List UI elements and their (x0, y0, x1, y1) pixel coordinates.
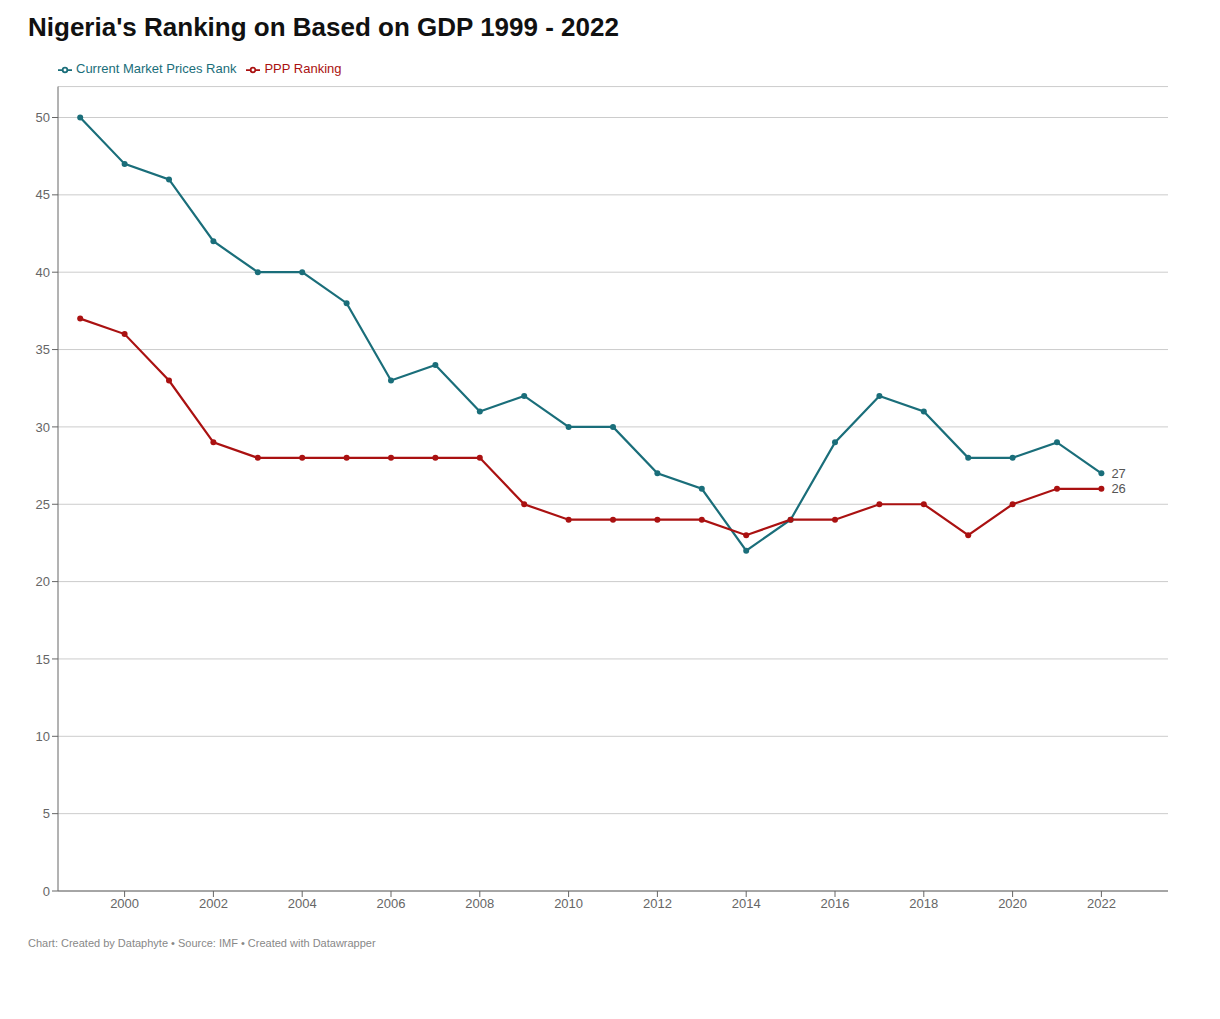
svg-text:2010: 2010 (554, 896, 583, 911)
svg-text:2014: 2014 (732, 896, 761, 911)
svg-text:2000: 2000 (110, 896, 139, 911)
svg-text:50: 50 (36, 110, 50, 125)
svg-text:30: 30 (36, 420, 50, 435)
svg-text:10: 10 (36, 729, 50, 744)
svg-text:2018: 2018 (909, 896, 938, 911)
svg-text:2004: 2004 (288, 896, 317, 911)
svg-text:45: 45 (36, 187, 50, 202)
html-text:Nigeria's Ranking on Based on: Nigeria's Ranking on Based on GDP 1999 -… (28, 12, 619, 42)
html-text:Chart: Created by Dataphyte •: Chart: Created by Dataphyte • Source: IM… (28, 937, 376, 949)
svg-text:25: 25 (36, 497, 50, 512)
svg-text:2012: 2012 (643, 896, 672, 911)
svg-text:15: 15 (36, 652, 50, 667)
svg-text:2008: 2008 (465, 896, 494, 911)
svg-text:2002: 2002 (199, 896, 228, 911)
svg-text:27: 27 (1111, 466, 1125, 481)
svg-text:0: 0 (43, 884, 50, 899)
svg-text:5: 5 (43, 806, 50, 821)
svg-text:2020: 2020 (998, 896, 1027, 911)
svg-text:2006: 2006 (377, 896, 406, 911)
html-text:PPP Ranking: PPP Ranking (264, 61, 342, 76)
svg-text:2016: 2016 (821, 896, 850, 911)
svg-text:40: 40 (36, 265, 50, 280)
svg-text:26: 26 (1111, 481, 1125, 496)
svg-text:35: 35 (36, 342, 50, 357)
svg-text:2022: 2022 (1087, 896, 1116, 911)
svg-text:20: 20 (36, 574, 50, 589)
html-text:Current Market Prices Rank: Current Market Prices Rank (76, 61, 237, 76)
